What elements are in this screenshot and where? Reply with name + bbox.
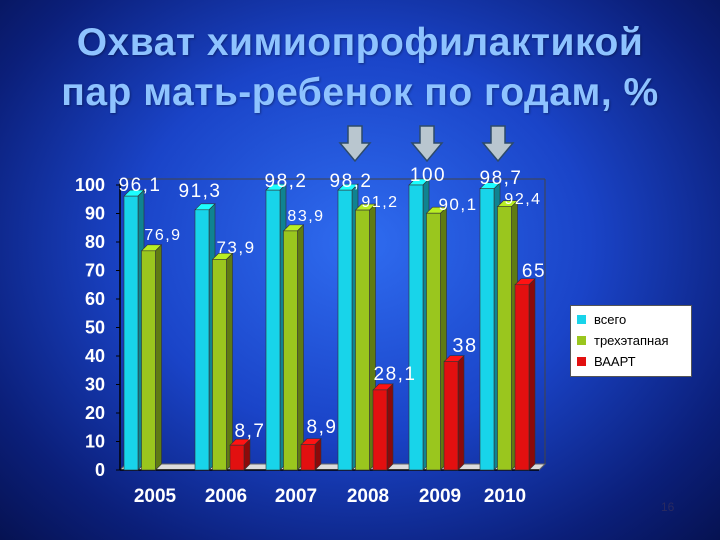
legend-item-three: трехэтапная — [577, 332, 669, 348]
data-label: 73,9 — [216, 238, 255, 257]
y-tick-label: 80 — [85, 232, 105, 252]
bar-side — [386, 383, 394, 471]
bar-2-1 — [283, 230, 298, 471]
bar-2-0 — [265, 189, 281, 471]
data-label: 98,2 — [265, 171, 308, 192]
down-arrow-icon — [338, 125, 372, 163]
y-tick-label: 20 — [85, 403, 105, 423]
slide-number: 16 — [661, 500, 675, 514]
bar-side — [297, 224, 304, 471]
y-tick-label: 70 — [85, 261, 105, 281]
bar-3-2 — [372, 389, 388, 471]
bar-4-1 — [426, 212, 441, 471]
bar-5-1 — [497, 206, 512, 471]
data-label: 100 — [410, 165, 446, 186]
y-tick-label: 30 — [85, 375, 105, 395]
x-tick-label: 2009 — [419, 486, 461, 507]
data-label: 98,2 — [330, 171, 373, 192]
bar-0-1 — [141, 250, 156, 471]
y-tick-label: 50 — [85, 318, 105, 338]
x-tick-label: 2006 — [205, 486, 247, 507]
bar-4-2 — [443, 361, 459, 471]
data-label: 98,7 — [480, 168, 523, 189]
x-tick-label: 2007 — [275, 486, 317, 507]
x-tick-label: 2005 — [134, 486, 177, 507]
y-tick-label: 90 — [85, 204, 105, 224]
data-label: 76,9 — [144, 227, 181, 244]
y-tick-label: 10 — [85, 432, 105, 452]
data-label: 91,3 — [179, 181, 222, 202]
bar-1-1 — [212, 259, 227, 471]
bar-side — [457, 354, 465, 471]
data-label: 38 — [452, 335, 477, 357]
bar-5-2 — [514, 284, 530, 471]
bar-5-0 — [479, 188, 495, 471]
legend-swatch-all — [577, 314, 586, 324]
data-label: 96,1 — [119, 175, 162, 196]
y-tick-label: 0 — [95, 460, 105, 480]
legend-swatch-three — [577, 335, 586, 345]
x-tick-label: 2010 — [484, 486, 526, 507]
down-arrow-icon — [481, 125, 515, 163]
bar-side — [528, 278, 536, 471]
title-line-2: пар мать-ребенок по годам, % — [61, 71, 659, 114]
data-label: 28,1 — [374, 364, 417, 385]
legend-swatch-haart — [577, 356, 586, 366]
legend-label-three: трехэтапная — [594, 332, 669, 348]
data-label: 8,9 — [307, 417, 338, 438]
bar-side — [226, 252, 233, 471]
data-label: 83,9 — [287, 208, 324, 225]
bar-3-0 — [337, 189, 353, 471]
legend-label-haart: ВААРТ — [594, 353, 636, 369]
legend-item-all: всего — [577, 311, 626, 327]
bar-1-0 — [194, 209, 210, 471]
down-arrow-icon — [410, 125, 444, 163]
bar-2-2 — [300, 444, 316, 471]
chart-legend: всего трехэтапная ВААРТ — [570, 305, 692, 377]
bar-1-2 — [229, 444, 245, 471]
data-label: 90,1 — [438, 195, 477, 214]
data-label: 8,7 — [235, 421, 266, 442]
data-label: 91,2 — [361, 194, 398, 211]
y-tick-label: 60 — [85, 289, 105, 309]
y-tick-label: 100 — [75, 175, 105, 195]
x-tick-label: 2008 — [347, 486, 389, 507]
chart-title: Охват химиопрофилактикой пар мать-ребено… — [0, 18, 720, 118]
title-line-1: Охват химиопрофилактикой — [76, 21, 644, 64]
data-label: 65 — [522, 261, 546, 282]
bar-side — [155, 244, 162, 471]
legend-item-haart: ВААРТ — [577, 353, 636, 369]
data-label: 92,4 — [504, 191, 541, 208]
legend-label-all: всего — [594, 311, 627, 327]
bar-0-0 — [123, 195, 139, 471]
y-tick-label: 40 — [85, 346, 105, 366]
bar-3-1 — [355, 209, 370, 471]
bar-side — [314, 437, 322, 471]
bar-4-0 — [408, 184, 424, 471]
